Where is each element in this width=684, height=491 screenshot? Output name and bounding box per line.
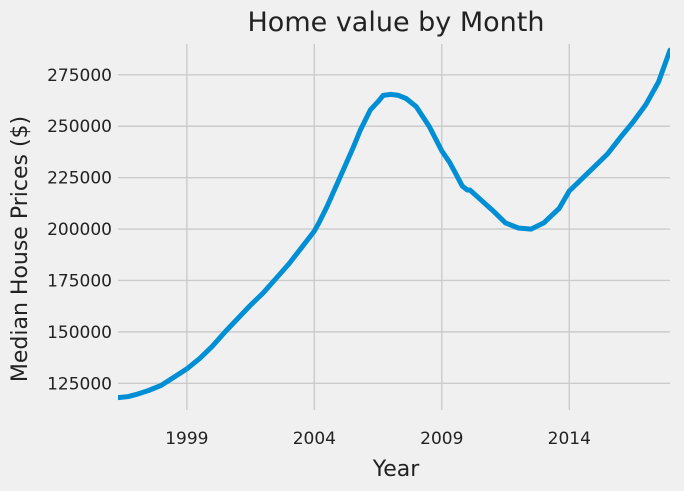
- y-axis-label: Median House Prices ($): [8, 116, 33, 382]
- x-tick-label: 1999: [165, 429, 208, 449]
- x-tick-label: 2009: [420, 429, 463, 449]
- y-tick-label: 275000: [47, 66, 112, 86]
- series-layer: [118, 47, 670, 401]
- x-tick-labels: 1999 2004 2009 2014: [165, 429, 591, 449]
- y-tick-label: 200000: [47, 220, 112, 240]
- y-tick-label: 175000: [47, 271, 112, 291]
- x-tick-label: 2014: [548, 429, 591, 449]
- y-tick-label: 250000: [47, 117, 112, 137]
- series-line: [118, 47, 670, 401]
- y-tick-labels: 125000 150000 175000 200000 225000 250000 2750…: [47, 66, 112, 394]
- y-tick-label: 125000: [47, 374, 112, 394]
- chart-title: Home value by Month: [248, 7, 545, 38]
- x-tick-label: 2004: [293, 429, 336, 449]
- x-axis-label: Year: [372, 457, 421, 482]
- y-tick-label: 225000: [47, 169, 112, 189]
- y-tick-label: 150000: [47, 323, 112, 343]
- y-gridlines: [118, 74, 670, 384]
